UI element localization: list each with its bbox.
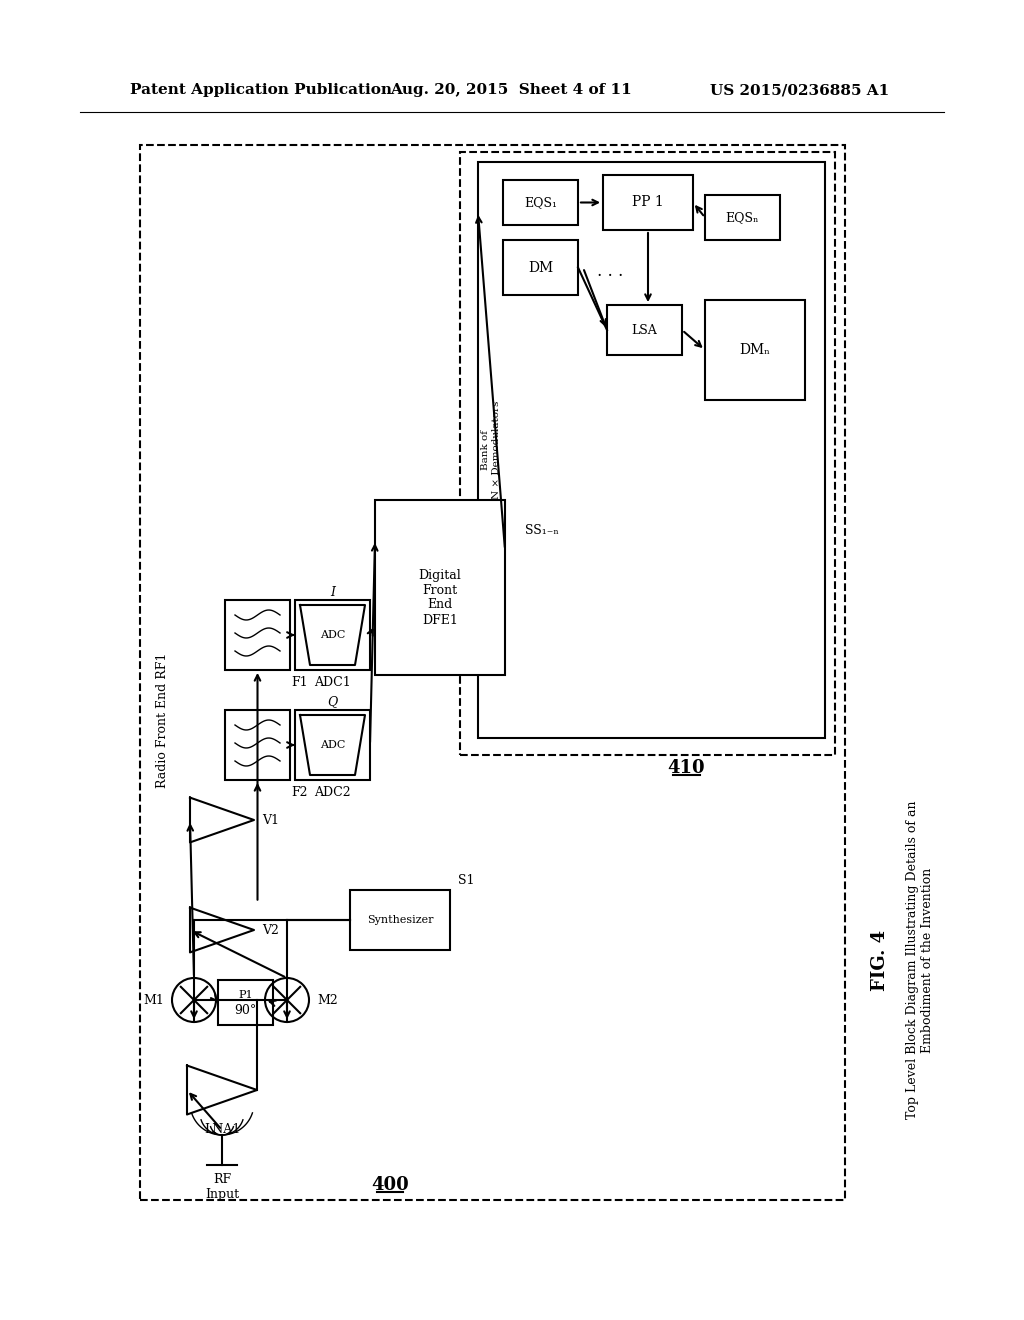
- Text: . . .: . . .: [597, 264, 624, 281]
- Bar: [705, 300, 805, 400]
- Bar: [218, 979, 273, 1026]
- Bar: [503, 240, 578, 294]
- Text: Bank of
N × Demodulators: Bank of N × Demodulators: [481, 401, 501, 499]
- Polygon shape: [187, 1065, 257, 1114]
- Text: Aug. 20, 2015  Sheet 4 of 11: Aug. 20, 2015 Sheet 4 of 11: [390, 83, 632, 96]
- Text: P1: P1: [239, 990, 253, 999]
- Bar: [503, 180, 578, 224]
- Bar: [140, 145, 845, 1200]
- Text: S1: S1: [458, 874, 474, 887]
- Text: ADC1: ADC1: [314, 676, 351, 689]
- Text: F1: F1: [292, 676, 308, 689]
- Text: Digital
Front
End
DFE1: Digital Front End DFE1: [419, 569, 462, 627]
- Bar: [295, 710, 370, 780]
- Text: 90°: 90°: [234, 1005, 257, 1016]
- Text: US 2015/0236885 A1: US 2015/0236885 A1: [710, 83, 889, 96]
- Bar: [460, 152, 835, 755]
- Bar: [375, 500, 505, 675]
- Polygon shape: [190, 908, 254, 953]
- Polygon shape: [300, 605, 365, 665]
- Text: ADC: ADC: [319, 630, 345, 640]
- Polygon shape: [190, 797, 254, 842]
- Text: FIG. 4: FIG. 4: [871, 929, 889, 990]
- Bar: [603, 176, 693, 230]
- Text: ADC: ADC: [319, 741, 345, 750]
- Text: 410: 410: [668, 759, 705, 777]
- Text: DMₙ: DMₙ: [739, 343, 770, 356]
- Bar: [705, 195, 780, 240]
- Text: Top Level Block Diagram Illustrating Details of an
Embodiment of the Invention: Top Level Block Diagram Illustrating Det…: [906, 801, 934, 1119]
- Text: V2: V2: [262, 924, 279, 936]
- Text: Q: Q: [328, 696, 338, 709]
- Text: PP 1: PP 1: [632, 195, 664, 210]
- Polygon shape: [300, 715, 365, 775]
- Text: Synthesizer: Synthesizer: [367, 915, 433, 925]
- Bar: [295, 601, 370, 671]
- Text: V1: V1: [262, 813, 279, 826]
- Text: LNA1: LNA1: [204, 1123, 240, 1137]
- Text: M2: M2: [317, 994, 338, 1006]
- Bar: [478, 162, 825, 738]
- Text: Patent Application Publication: Patent Application Publication: [130, 83, 392, 96]
- Bar: [225, 601, 290, 671]
- Text: EQSₙ: EQSₙ: [726, 211, 759, 224]
- Bar: [350, 890, 450, 950]
- Text: 400: 400: [371, 1176, 409, 1195]
- Text: SS₁₋ₙ: SS₁₋ₙ: [525, 524, 559, 536]
- Bar: [607, 305, 682, 355]
- Text: M1: M1: [143, 994, 164, 1006]
- Bar: [225, 710, 290, 780]
- Text: ADC2: ADC2: [314, 785, 351, 799]
- Text: DM: DM: [528, 260, 553, 275]
- Text: EQS₁: EQS₁: [524, 195, 557, 209]
- Text: LSA: LSA: [632, 323, 657, 337]
- Text: Radio Front End RF1: Radio Front End RF1: [157, 652, 170, 788]
- Text: RF
Input: RF Input: [205, 1173, 239, 1201]
- Text: I: I: [330, 586, 335, 598]
- Text: F2: F2: [292, 785, 308, 799]
